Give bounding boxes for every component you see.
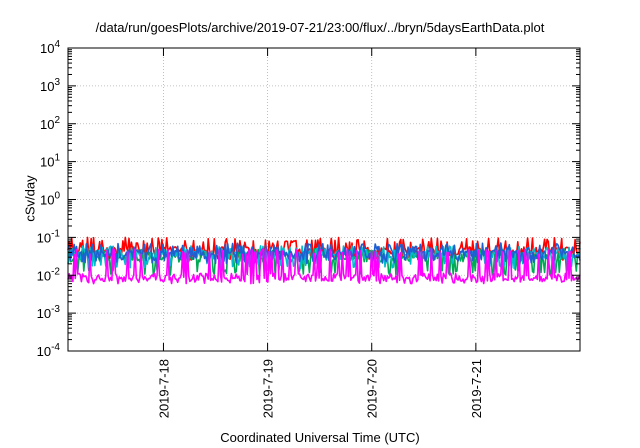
y-tick-label: 10-3	[37, 304, 61, 321]
grid-layer	[68, 48, 580, 351]
y-tick-label: 10-4	[37, 342, 61, 359]
x-tick-label: 2019-7-19	[261, 359, 276, 418]
x-tick-label: 2019-7-21	[469, 359, 484, 418]
chart-title: /data/run/goesPlots/archive/2019-07-21/2…	[95, 20, 545, 35]
y-tick-label: 10-2	[37, 266, 61, 283]
x-axis-label: Coordinated Universal Time (UTC)	[220, 430, 420, 445]
series-line	[67, 248, 581, 285]
tick-layer: 10-4 10-3 10-2 10-1 100 101 102 103 104 2019-7-18…	[37, 39, 580, 418]
y-tick-label: 100	[40, 191, 60, 208]
y-tick-label: 103	[40, 77, 60, 94]
y-tick-label: 10-1	[37, 228, 61, 245]
series-line	[67, 242, 581, 265]
y-tick-label: 102	[40, 115, 60, 132]
series-layer	[67, 236, 581, 285]
x-tick-label: 2019-7-20	[365, 359, 380, 418]
x-tick-label: 2019-7-18	[156, 359, 171, 418]
y-tick-label: 104	[40, 39, 60, 56]
y-tick-label: 101	[40, 153, 60, 170]
